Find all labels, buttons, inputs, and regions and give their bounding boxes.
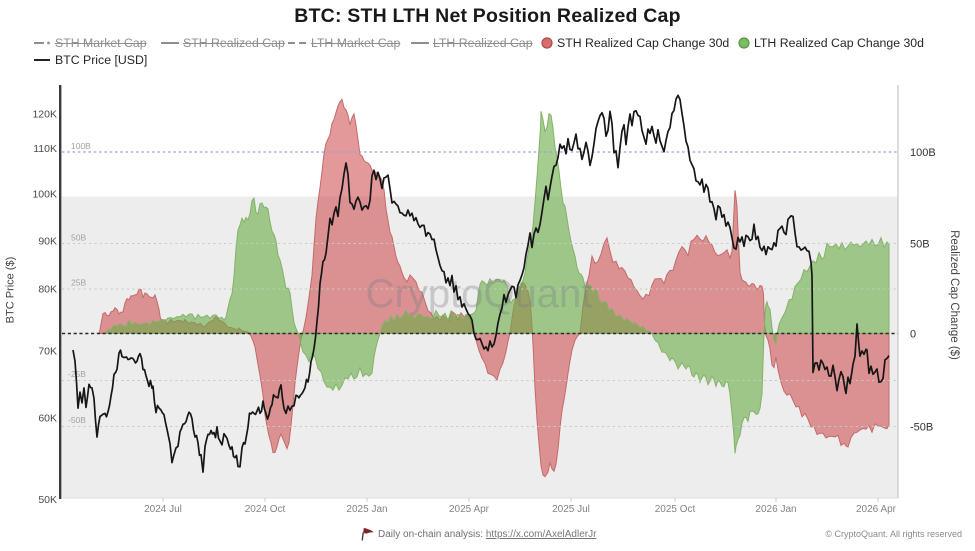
svg-text:BTC Price ($): BTC Price ($) — [5, 257, 17, 324]
svg-text:100B: 100B — [71, 141, 91, 151]
svg-text:50K: 50K — [38, 494, 57, 506]
svg-text:2025 Oct: 2025 Oct — [655, 504, 696, 515]
svg-text:100K: 100K — [32, 189, 57, 201]
svg-text:100B: 100B — [910, 147, 936, 159]
svg-text:2024 Oct: 2024 Oct — [245, 504, 286, 515]
svg-text:70K: 70K — [38, 346, 57, 358]
svg-text:2026 Jan: 2026 Jan — [755, 504, 796, 515]
svg-text:110K: 110K — [33, 143, 57, 155]
svg-text:2025 Jul: 2025 Jul — [552, 504, 590, 515]
svg-text:CryptoQuant: CryptoQuant — [366, 272, 593, 316]
svg-text:50B: 50B — [71, 233, 86, 243]
svg-text:0: 0 — [910, 329, 916, 341]
svg-text:2025 Jan: 2025 Jan — [346, 504, 387, 515]
svg-text:-50B: -50B — [910, 422, 933, 434]
svg-text:120K: 120K — [32, 109, 57, 121]
svg-text:2026 Apr: 2026 Apr — [856, 504, 897, 515]
svg-text:50B: 50B — [910, 239, 930, 251]
svg-text:Realized Cap Change ($): Realized Cap Change ($) — [948, 230, 960, 360]
svg-text:-25B: -25B — [68, 369, 86, 379]
svg-text:80K: 80K — [38, 284, 57, 296]
svg-text:-50B: -50B — [68, 415, 86, 425]
svg-text:2024 Jul: 2024 Jul — [144, 504, 182, 515]
svg-text:90K: 90K — [38, 236, 57, 248]
svg-text:25B: 25B — [71, 278, 86, 288]
svg-text:2025 Apr: 2025 Apr — [449, 504, 490, 515]
svg-text:60K: 60K — [38, 413, 57, 425]
